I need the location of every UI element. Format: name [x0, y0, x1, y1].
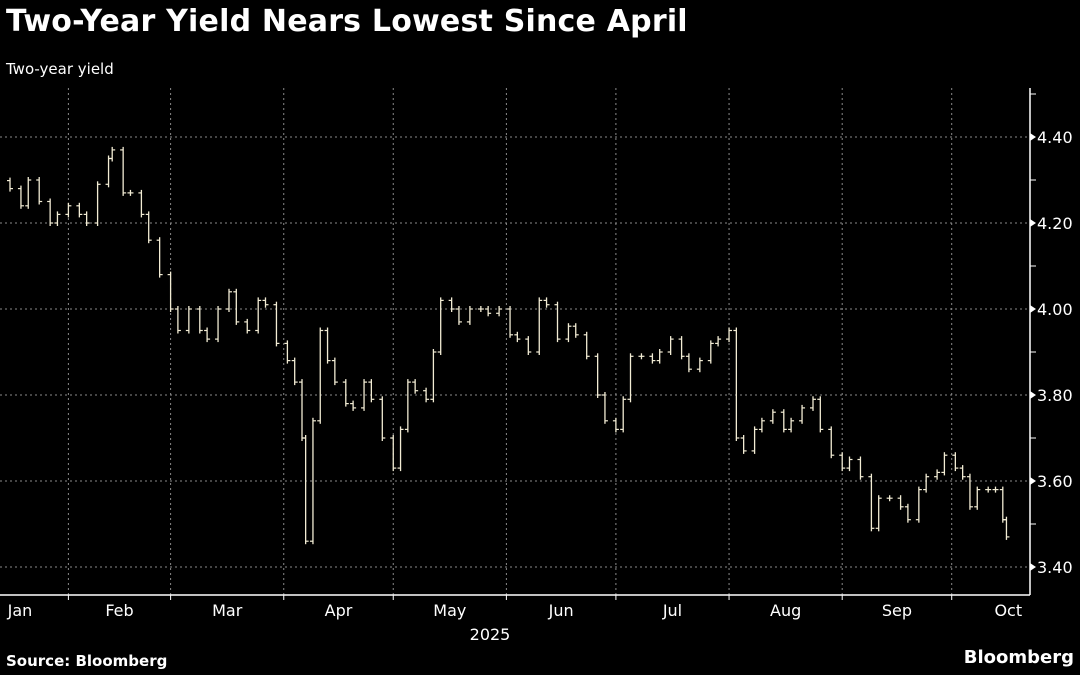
y-tick-label: 4.00: [1037, 300, 1073, 319]
y-tick-label: 4.40: [1037, 128, 1073, 147]
y-tick-marker: [1030, 305, 1036, 313]
x-axis-year-label: 2025: [470, 625, 511, 644]
x-tick-label: Oct: [994, 601, 1022, 620]
y-tick-marker: [1030, 391, 1036, 399]
legend-label: Two-year yield: [6, 60, 114, 78]
y-tick-label: 3.40: [1037, 558, 1073, 577]
y-tick-label: 3.80: [1037, 386, 1073, 405]
y-tick-label: 3.60: [1037, 472, 1073, 491]
x-tick-label: Jun: [548, 601, 574, 620]
x-tick-label: Apr: [325, 601, 353, 620]
bloomberg-logo: Bloomberg: [963, 647, 1074, 668]
x-tick-label: May: [433, 601, 466, 620]
x-tick-label: Sep: [882, 601, 912, 620]
y-tick-label: 4.20: [1037, 214, 1073, 233]
chart-title: Two-Year Yield Nears Lowest Since April: [6, 4, 688, 39]
source-note: Source: Bloomberg: [6, 652, 168, 670]
y-tick-marker: [1030, 219, 1036, 227]
x-tick-label: Aug: [770, 601, 801, 620]
y-tick-marker: [1030, 563, 1036, 571]
x-tick-label: Jul: [662, 601, 682, 620]
x-tick-label: Mar: [212, 601, 243, 620]
x-tick-label: Feb: [105, 601, 133, 620]
x-tick-label: Jan: [7, 601, 33, 620]
y-tick-marker: [1030, 477, 1036, 485]
y-tick-marker: [1030, 133, 1036, 141]
